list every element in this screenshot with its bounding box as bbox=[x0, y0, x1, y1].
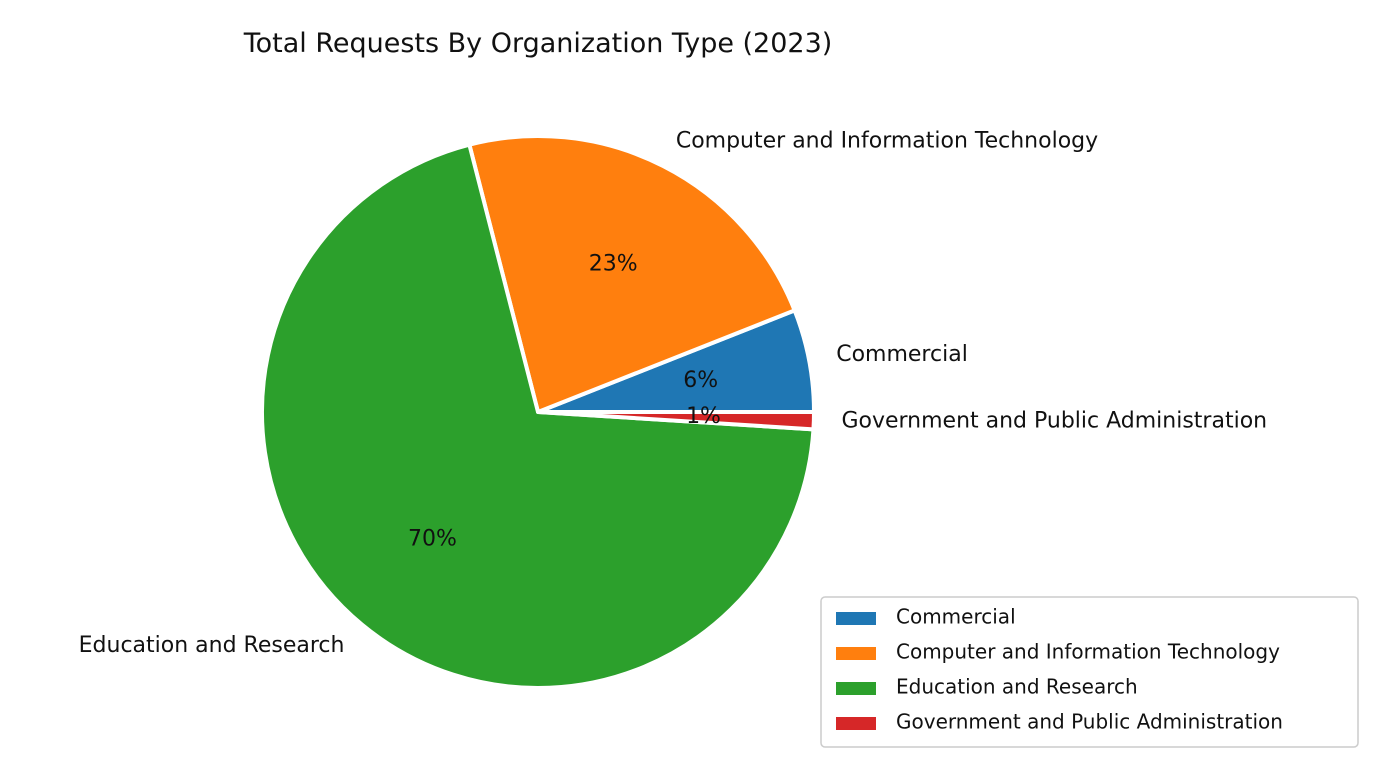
legend-swatch-education-and-research bbox=[836, 682, 876, 695]
pct-label-education-and-research: 70% bbox=[408, 527, 457, 552]
legend-label-commercial: Commercial bbox=[896, 605, 1016, 629]
legend-swatch-government-and-public-administration bbox=[836, 717, 876, 730]
percentage-labels: 6% 23% 70% 1% bbox=[408, 251, 721, 551]
legend: Commercial Computer and Information Techn… bbox=[820, 596, 1359, 748]
legend-label-computer-and-information-technology: Computer and Information Technology bbox=[896, 640, 1280, 664]
pct-label-commercial: 6% bbox=[683, 368, 718, 393]
legend-frame bbox=[820, 596, 1359, 748]
pct-label-computer-and-information-technology: 23% bbox=[589, 251, 638, 276]
slice-computer-and-information-technology bbox=[467, 134, 797, 414]
legend-swatch-commercial bbox=[836, 612, 876, 625]
slice-education-and-research bbox=[260, 142, 816, 690]
pie-slices bbox=[260, 134, 816, 690]
category-labels: Commercial Computer and Information Techn… bbox=[79, 128, 1267, 657]
legend-label-education-and-research: Education and Research bbox=[896, 675, 1138, 699]
category-label-education-and-research: Education and Research bbox=[79, 633, 345, 658]
category-label-computer-and-information-technology: Computer and Information Technology bbox=[676, 128, 1098, 153]
category-label-government-and-public-administration: Government and Public Administration bbox=[841, 409, 1267, 434]
legend-label-government-and-public-administration: Government and Public Administration bbox=[896, 710, 1283, 734]
category-label-commercial: Commercial bbox=[836, 342, 968, 367]
chart-title: Total Requests By Organization Type (202… bbox=[243, 28, 833, 59]
slice-government-and-public-administration bbox=[536, 410, 816, 432]
pct-label-government-and-public-administration: 1% bbox=[686, 404, 721, 429]
legend-swatch-computer-and-information-technology bbox=[836, 647, 876, 660]
